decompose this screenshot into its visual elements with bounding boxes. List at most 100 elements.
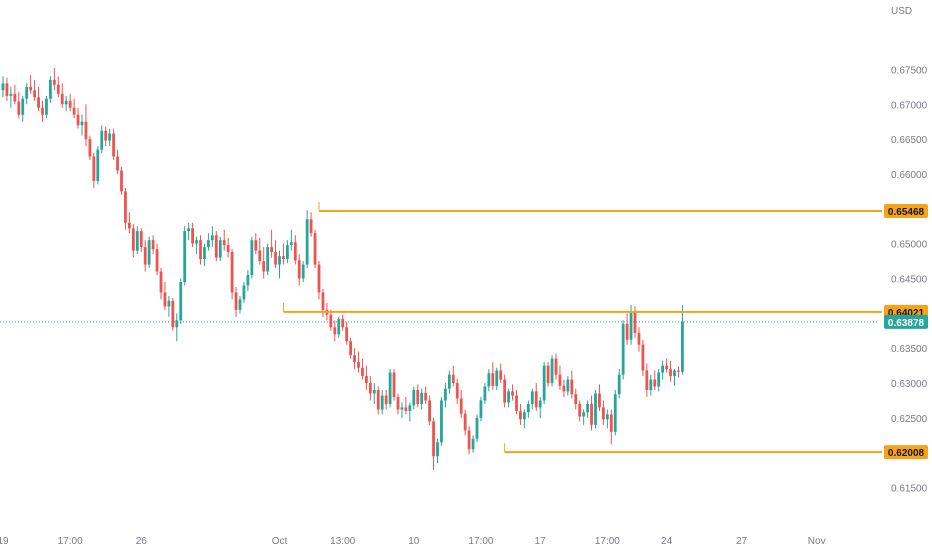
candle-body (262, 261, 265, 271)
candle-body (460, 398, 463, 413)
candle-body (555, 359, 558, 375)
candle-body (361, 368, 364, 376)
candle-body (100, 131, 103, 150)
y-tick-label: 0.61500 (891, 484, 928, 495)
candle-body (168, 301, 171, 307)
candle-body (665, 366, 668, 369)
y-tick-label: 0.62500 (891, 414, 928, 425)
candle-body (432, 421, 435, 456)
candle-body (191, 228, 194, 243)
candle-body (250, 240, 253, 275)
candle-body (570, 380, 573, 395)
candle-body (610, 414, 613, 431)
candle-body (89, 139, 92, 156)
candle-body (69, 101, 72, 108)
candle-body (318, 265, 321, 293)
candle-body (199, 240, 202, 259)
y-tick-label: 0.64500 (891, 275, 928, 286)
candle-body (638, 333, 641, 345)
candle-body (152, 240, 155, 249)
candle-body (503, 380, 506, 403)
candle-body (630, 312, 633, 340)
candle-body (527, 404, 530, 412)
candle-body (290, 242, 293, 245)
x-tick-label: 19 (0, 536, 9, 547)
x-tick-label: Nov (808, 536, 826, 547)
candle-body (148, 240, 151, 264)
candle-body (369, 383, 372, 393)
candle-body (673, 370, 676, 376)
candle-body (677, 370, 680, 371)
candle-body (381, 396, 384, 410)
candle-body (566, 380, 569, 392)
x-tick-label: 27 (736, 536, 748, 547)
x-tick-label: 10 (408, 536, 420, 547)
x-tick-label: 26 (136, 536, 148, 547)
candle-body (491, 373, 494, 386)
candle-body (282, 256, 285, 259)
candle-body (424, 393, 427, 401)
candle-body (551, 359, 554, 383)
level-price-tag: 0.62008 (888, 448, 925, 459)
candle-body (92, 157, 95, 181)
x-tick-label: 17:00 (468, 536, 493, 547)
candle-body (594, 393, 597, 424)
candle-body (49, 80, 52, 99)
candle-body (73, 108, 76, 115)
candle-body (25, 87, 28, 99)
candle-body (227, 245, 230, 252)
candle-body (436, 442, 439, 456)
candle-body (622, 324, 625, 375)
candle-body (203, 247, 206, 259)
candle-body (132, 228, 135, 250)
candle-body (590, 404, 593, 425)
candle-body (302, 265, 305, 279)
x-tick-label: 17:00 (58, 536, 83, 547)
candle-body (17, 101, 20, 114)
candle-body (389, 373, 392, 404)
candle-body (108, 134, 111, 141)
candle-body (444, 389, 447, 401)
candle-body (634, 312, 637, 333)
candle-body (322, 292, 325, 309)
candle-body (215, 235, 218, 257)
candle-body (294, 242, 297, 260)
candle-body (13, 94, 16, 102)
candle-body (6, 83, 9, 96)
candle-body (171, 301, 174, 327)
candle-body (345, 327, 348, 341)
candle-body (21, 99, 24, 115)
candle-body (543, 366, 546, 401)
candle-body (156, 249, 159, 271)
candle-body (547, 366, 550, 383)
candle-body (397, 397, 400, 410)
candle-body (243, 285, 246, 299)
candle-body (116, 157, 119, 171)
candle-body (85, 122, 88, 139)
candle-body (211, 235, 214, 240)
candle-body (353, 355, 356, 362)
candle-body (65, 101, 68, 104)
candle-body (231, 252, 234, 292)
candle-body (57, 85, 60, 94)
candle-body (456, 383, 459, 398)
candle-body (606, 414, 609, 419)
candle-body (223, 240, 226, 245)
candle-body (77, 115, 80, 125)
level-price-tag: 0.65468 (888, 207, 925, 218)
candle-body (511, 391, 514, 395)
candle-body (377, 390, 380, 410)
candle-body (329, 315, 332, 328)
candle-body (258, 251, 261, 261)
candle-body (626, 324, 629, 340)
candle-body (559, 375, 562, 386)
candle-body (278, 256, 281, 264)
candle-body (128, 223, 131, 229)
candle-body (136, 231, 139, 251)
candle-body (183, 231, 186, 282)
x-tick-label: 17:00 (595, 536, 620, 547)
candle-body (385, 396, 388, 404)
candle-body (681, 322, 684, 372)
